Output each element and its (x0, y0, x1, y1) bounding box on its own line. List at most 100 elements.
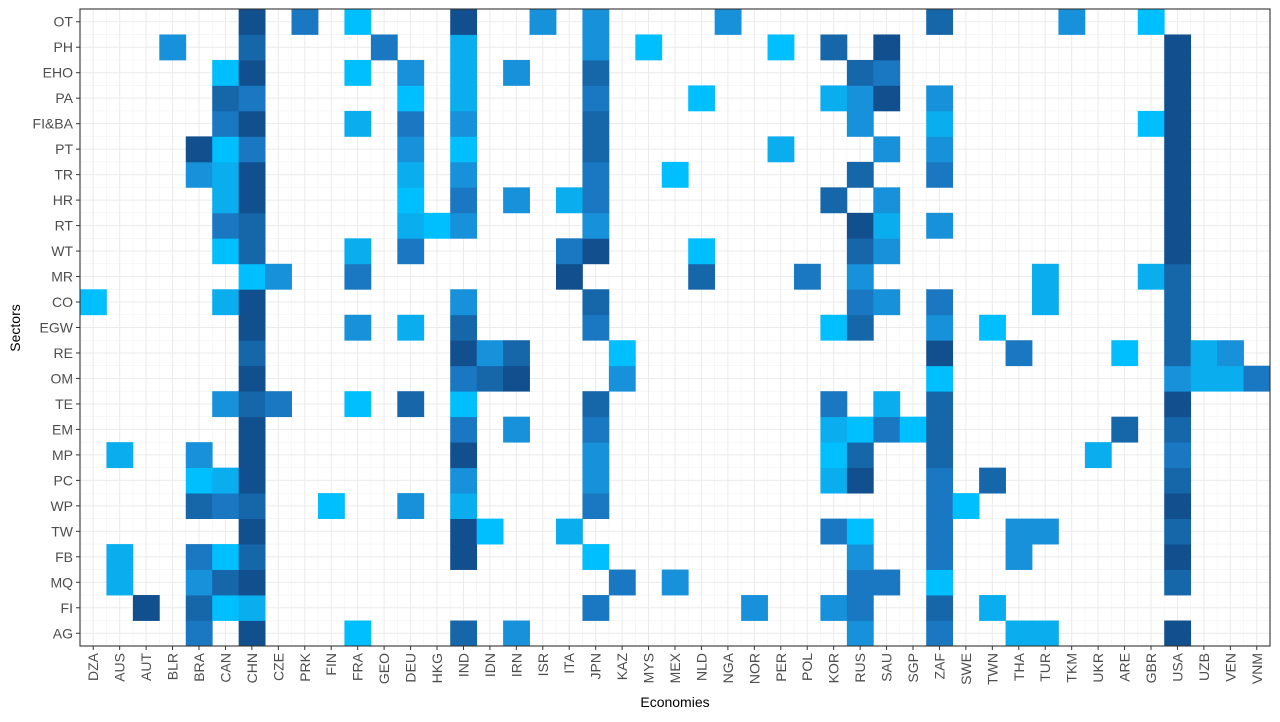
cell-cze-mr (265, 263, 292, 290)
cell-zaf-wp (926, 493, 954, 519)
cell-sau-pt (873, 136, 901, 163)
cell-sau-eho (873, 59, 901, 86)
cell-ind-om (450, 365, 478, 392)
cell-can-hr (212, 187, 240, 214)
cell-ind-wp (450, 493, 478, 519)
cell-nga-ot (714, 9, 742, 35)
x-tick-label-per: PER (773, 653, 789, 682)
cell-jpn-pa (582, 85, 610, 112)
cell-can-fi-ba (212, 110, 240, 137)
cell-deu-wt (397, 238, 425, 265)
cell-chn-pa (238, 85, 266, 112)
cell-usa-fb (1164, 544, 1192, 570)
x-tick-label-uzb: UZB (1196, 653, 1212, 681)
cell-sau-ph (873, 34, 901, 61)
cell-deu-tr (397, 161, 425, 188)
cell-bra-mp (185, 442, 213, 469)
cell-usa-pa (1164, 85, 1192, 112)
cell-chn-ot (238, 9, 266, 35)
cell-zaf-mq (926, 569, 954, 596)
cell-chn-ag (238, 620, 266, 647)
cell-rus-pc (846, 467, 874, 494)
x-tick-label-gbr: GBR (1143, 653, 1159, 683)
y-tick-label-re: RE (54, 345, 73, 361)
y-tick-label-ph: PH (54, 39, 73, 55)
cell-rus-tr (846, 161, 874, 188)
x-tick-label-mex: MEX (667, 652, 683, 683)
cell-can-rt (212, 212, 240, 239)
cell-usa-ag (1164, 620, 1192, 647)
y-axis-title: Sectors (7, 304, 23, 351)
cell-tha-fb (1005, 544, 1033, 570)
cell-ind-em (450, 416, 478, 443)
cell-kor-pc (820, 467, 848, 494)
cell-ind-fi-ba (450, 110, 478, 137)
cell-zaf-re (926, 340, 954, 367)
cell-chn-tr (238, 161, 266, 188)
cell-rus-rt (846, 212, 874, 239)
cell-sau-pa (873, 85, 901, 112)
cell-zaf-fb (926, 544, 954, 570)
cell-kor-ph (820, 34, 848, 61)
cell-kor-pa (820, 85, 848, 112)
cell-chn-te (238, 391, 266, 418)
cell-irn-ag (503, 620, 530, 647)
cell-chn-wp (238, 493, 266, 519)
cell-can-fi (212, 595, 240, 621)
x-tick-label-geo: GEO (376, 653, 392, 684)
cell-fra-wt (344, 238, 372, 265)
cell-mex-mq (661, 569, 689, 596)
cell-rus-ag (846, 620, 874, 647)
cell-usa-em (1164, 416, 1192, 443)
y-tick-label-fi-ba: FI&BA (33, 116, 74, 132)
x-tick-label-tha: THA (1011, 652, 1027, 681)
cell-uzb-om (1190, 365, 1218, 392)
cell-twn-egw (979, 314, 1006, 341)
cell-ind-rt (450, 212, 478, 239)
cell-zaf-pt (926, 136, 954, 163)
x-tick-label-aut: AUT (138, 653, 154, 681)
cell-usa-mq (1164, 569, 1192, 596)
cell-bra-pc (185, 467, 213, 494)
x-tick-label-cze: CZE (270, 653, 286, 681)
cell-tha-re (1005, 340, 1033, 367)
y-tick-label-ag: AG (53, 625, 73, 641)
cell-usa-mr (1164, 263, 1192, 290)
cell-zaf-fi-ba (926, 110, 954, 137)
cell-chn-fi-ba (238, 110, 266, 137)
cell-idn-tw (476, 518, 504, 545)
cell-rus-mq (846, 569, 874, 596)
cell-sau-mq (873, 569, 901, 596)
cell-jpn-ph (582, 34, 610, 61)
y-tick-label-ot: OT (54, 14, 74, 30)
cell-gbr-ot (1137, 9, 1165, 35)
y-tick-label-co: CO (52, 294, 73, 310)
cell-fra-fi-ba (344, 110, 372, 137)
cell-nld-mr (688, 263, 716, 290)
cell-chn-om (238, 365, 266, 392)
cell-zaf-rt (926, 212, 954, 239)
x-tick-label-tur: TUR (1037, 653, 1053, 682)
cell-jpn-wt (582, 238, 610, 265)
y-tick-label-fb: FB (55, 549, 73, 565)
x-tick-label-ven: VEN (1222, 653, 1238, 682)
cell-rus-mr (846, 263, 874, 290)
x-tick-label-tkm: TKM (1064, 653, 1080, 683)
cell-hkg-rt (423, 212, 451, 239)
cell-irn-em (503, 416, 530, 443)
cell-usa-te (1164, 391, 1192, 418)
cell-zaf-om (926, 365, 954, 392)
cell-tur-ag (1032, 620, 1059, 647)
cell-usa-eho (1164, 59, 1192, 86)
cell-sau-te (873, 391, 901, 418)
cell-tha-ag (1005, 620, 1033, 647)
cell-fra-ag (344, 620, 372, 647)
cell-kor-tw (820, 518, 848, 545)
x-tick-label-isr: ISR (535, 653, 551, 676)
y-tick-label-pa: PA (55, 90, 73, 106)
cell-rus-fi (846, 595, 874, 621)
x-tick-label-deu: DEU (403, 653, 419, 683)
cell-jpn-em (582, 416, 610, 443)
x-tick-label-twn: TWN (984, 653, 1000, 685)
